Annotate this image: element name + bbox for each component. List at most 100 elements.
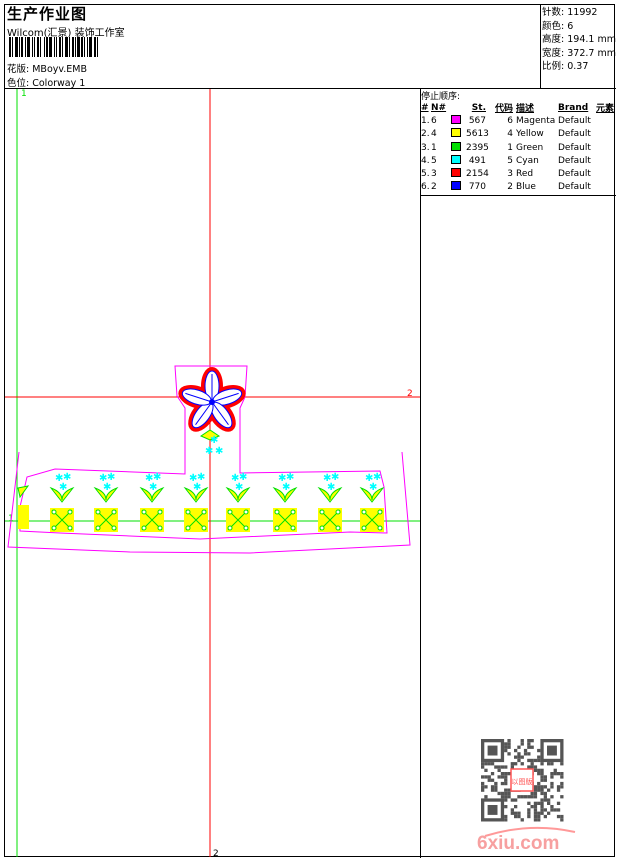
leaf: [201, 509, 207, 515]
page-frame: [4, 4, 615, 857]
partial-cross: [18, 505, 29, 529]
qr-module: [514, 755, 518, 759]
qr-module: [537, 748, 541, 753]
qr-module: [543, 791, 547, 796]
qr-module: [507, 739, 511, 743]
flower-center: [209, 399, 215, 405]
cross-motif: [50, 508, 74, 532]
qr-module: [490, 785, 495, 789]
stamp-text: 以图版: [512, 777, 533, 786]
outer-outline: [7, 451, 411, 554]
qr-module: [560, 772, 564, 776]
leaf: [243, 509, 249, 515]
qr-module: [484, 762, 488, 766]
qr-module: [484, 775, 488, 779]
cyan-star: ✱: [99, 473, 107, 484]
color-swatch: [451, 181, 461, 191]
qr-module: [481, 785, 485, 789]
qr-module: [527, 752, 531, 756]
qr-module: [484, 795, 488, 799]
qr-module: [556, 814, 561, 819]
qr-module: [510, 762, 514, 766]
qr-module: [520, 818, 524, 822]
qr-module: [550, 785, 554, 789]
qr-module: [533, 818, 538, 822]
qr-module: [530, 791, 534, 796]
stat-scale: 比例: 0.37: [542, 61, 589, 72]
cyan-star: ✱: [107, 472, 115, 483]
cross-motif: [273, 508, 297, 532]
qr-module: [543, 798, 547, 802]
qr-module: [560, 762, 564, 766]
qr-module: [504, 742, 508, 746]
qr-module: [553, 808, 557, 812]
cyan-star: ✱: [369, 482, 377, 493]
qr-module: [484, 768, 488, 772]
cyan-star: ✱: [55, 473, 63, 484]
leaf: [227, 509, 233, 515]
qr-module: [537, 801, 541, 805]
qr-module: [527, 801, 531, 805]
inner-outline: [18, 365, 388, 540]
qr-module: [504, 775, 508, 779]
qr-module: [547, 811, 551, 815]
qr-module: [514, 748, 518, 753]
qr-module: [500, 781, 505, 786]
qr-module: [487, 775, 491, 779]
leaf: [377, 509, 383, 515]
cross-motif: [318, 508, 342, 532]
qr-module: [540, 762, 544, 766]
qr-module: [537, 818, 541, 822]
qr-module: [533, 805, 538, 809]
qr-module: [517, 755, 521, 759]
stat-stitches: 针数: 11992: [542, 7, 598, 18]
qr-module: [560, 775, 564, 779]
table-row: 6. 2 770 2 Blue Default: [421, 181, 591, 193]
color-swatch: [451, 141, 461, 151]
qr-module: [527, 745, 531, 749]
leaf: [319, 509, 325, 515]
qr-module: [533, 785, 538, 789]
colorway-label: 色位:: [7, 78, 30, 89]
cyan-star: ✱: [149, 482, 157, 493]
qr-module: [494, 781, 498, 786]
qr-module: [560, 781, 564, 786]
cyan-star: ✱: [205, 446, 213, 457]
leaf: [111, 525, 117, 531]
partial-chevron: [17, 485, 30, 499]
guide-label: 2: [407, 389, 413, 399]
qr-module: [540, 791, 544, 796]
qr-module: [537, 758, 541, 763]
qr-finder-center: [487, 745, 498, 756]
qr-module: [537, 785, 541, 789]
qr-module: [514, 798, 518, 802]
qr-module: [530, 795, 534, 799]
qr-module: [530, 762, 534, 766]
qr-module: [550, 772, 554, 776]
cross-motif: [226, 508, 250, 532]
leaf: [157, 525, 163, 531]
stat-width: 宽度: 372.7 mm: [542, 47, 616, 59]
qr-module: [533, 801, 538, 805]
watermark-swoosh: [484, 826, 576, 837]
qr-module: [517, 795, 521, 799]
leaf: [335, 509, 341, 515]
qr-module: [556, 772, 561, 776]
table-row: 5. 3 2154 3 Red Default: [421, 168, 591, 180]
qr-module: [497, 775, 501, 779]
qr-module: [487, 778, 491, 782]
leaf: [361, 509, 367, 515]
qr-module: [537, 811, 541, 815]
qr-module: [540, 808, 544, 812]
cyan-star: ✱: [373, 472, 381, 483]
qr-module: [530, 745, 534, 749]
qr-module: [490, 778, 495, 782]
qr-module: [556, 808, 561, 812]
qr-module: [494, 788, 498, 792]
cyan-star: ✱: [286, 472, 294, 483]
qr-module: [527, 765, 531, 769]
qr-module: [537, 772, 541, 776]
qr-module: [530, 758, 534, 763]
leaf: [141, 509, 147, 515]
qr-module: [543, 785, 547, 789]
